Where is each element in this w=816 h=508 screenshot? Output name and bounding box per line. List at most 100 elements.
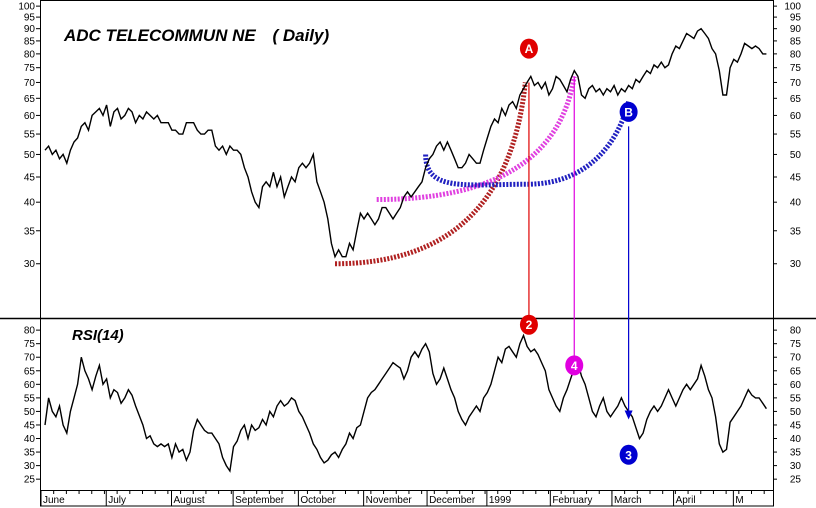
rsi-tick-label-left: 35 (24, 448, 36, 459)
price-tick-label-left: 50 (24, 150, 36, 161)
rsi-tick-label-right: 45 (790, 420, 802, 431)
rsi-tick-label-right: 55 (790, 393, 802, 404)
month-label: April (676, 495, 696, 506)
rsi-tick-label-right: 60 (790, 380, 802, 391)
price-tick-label-right: 100 (784, 2, 801, 13)
price-tick-label-left: 55 (24, 130, 36, 141)
rsi-tick-label-right: 75 (790, 339, 802, 350)
price-tick-label-right: 40 (790, 198, 802, 209)
price-tick-label-right: 55 (790, 130, 802, 141)
chart-subtitle: ( Daily) (272, 26, 329, 45)
price-tick-label-left: 90 (24, 24, 36, 35)
marker-label: 3 (625, 448, 632, 462)
rsi-line (44, 333, 767, 473)
price-tick-label-right: 65 (790, 94, 802, 105)
marker-3: 3 (619, 444, 638, 465)
price-tick-label-left: 40 (24, 198, 36, 209)
marker-A: A (519, 38, 538, 59)
marker-label: 2 (526, 318, 533, 332)
chart-title: ADC TELECOMMUN NE ( Daily) (63, 26, 329, 45)
rsi-tick-label-left: 75 (24, 339, 36, 350)
marker-circle (519, 38, 538, 59)
month-label: July (108, 495, 126, 506)
month-label: June (43, 495, 65, 506)
rsi-tick-label-left: 70 (24, 353, 36, 364)
chart-title-name: ADC TELECOMMUN NE (63, 26, 256, 45)
price-tick-label-left: 45 (24, 172, 36, 183)
annotation-arrow-head (624, 410, 633, 420)
price-tick-label-right: 45 (790, 172, 802, 183)
rsi-tick-label-left: 45 (24, 420, 36, 431)
price-tick-label-left: 75 (24, 63, 36, 74)
month-label: 1999 (489, 495, 512, 506)
marker-4: 4 (565, 355, 584, 376)
price-axis-ticks: 30 30 35 35 40 40 45 45 50 50 55 55 60 60 65 65 70 70 75 75… (18, 2, 801, 271)
price-tick-label-left: 65 (24, 94, 36, 105)
rsi-tick-label-left: 30 (24, 461, 36, 472)
marker-label: 4 (571, 359, 578, 373)
marker-circle (565, 355, 584, 376)
price-tick-label-left: 70 (24, 78, 36, 89)
rsi-axis-ticks: 25 25 30 30 35 35 40 40 45 45 50 50 55 55 60 60 65 65 70 70… (24, 326, 802, 486)
month-axis: June July August September October November De… (40, 490, 765, 506)
price-tick-label-left: 80 (24, 49, 36, 60)
price-line (44, 27, 767, 259)
price-tick-label-left: 35 (24, 226, 36, 237)
rsi-tick-label-right: 70 (790, 353, 802, 364)
rsi-tick-label-left: 55 (24, 393, 36, 404)
marker-B: B (619, 101, 638, 122)
price-tick-label-right: 75 (790, 63, 802, 74)
price-tick-label-right: 60 (790, 111, 802, 122)
price-tick-label-right: 70 (790, 78, 802, 89)
month-label: December (429, 495, 476, 506)
price-tick-label-right: 85 (790, 36, 802, 47)
price-tick-label-left: 30 (24, 259, 36, 270)
month-label: August (174, 495, 205, 506)
price-tick-label-left: 100 (18, 2, 35, 13)
price-tick-label-left: 95 (24, 13, 36, 24)
month-label: September (235, 495, 285, 506)
price-tick-label-right: 90 (790, 24, 802, 35)
marker-label: A (525, 42, 534, 56)
marker-circle (619, 101, 638, 122)
marker-circle (619, 444, 638, 465)
annotation-arc (376, 76, 577, 203)
annotation-arc (334, 82, 528, 267)
rsi-tick-label-left: 65 (24, 366, 36, 377)
month-label: October (300, 495, 336, 506)
rsi-tick-label-left: 40 (24, 434, 36, 445)
month-label: November (366, 495, 413, 506)
price-tick-label-left: 85 (24, 36, 36, 47)
rsi-title: RSI(14) (72, 327, 124, 344)
rsi-tick-label-right: 35 (790, 448, 802, 459)
rsi-tick-label-right: 65 (790, 366, 802, 377)
marker-label: B (624, 105, 633, 119)
price-tick-label-right: 80 (790, 49, 802, 60)
plot-border (40, 0, 774, 507)
month-label: February (552, 495, 592, 506)
price-tick-label-right: 50 (790, 150, 802, 161)
price-tick-label-left: 60 (24, 111, 36, 122)
month-label: March (614, 495, 642, 506)
price-tick-label-right: 30 (790, 259, 802, 270)
marker-2: 2 (519, 314, 538, 335)
annotation-arcs (334, 76, 632, 267)
rsi-tick-label-left: 50 (24, 407, 36, 418)
annotation-arc (423, 101, 632, 188)
rsi-tick-label-right: 80 (790, 326, 802, 337)
month-label: M (735, 495, 743, 506)
rsi-tick-label-right: 25 (790, 475, 802, 486)
rsi-tick-label-left: 25 (24, 475, 36, 486)
rsi-tick-label-left: 60 (24, 380, 36, 391)
series-lines (44, 27, 767, 473)
rsi-tick-label-right: 50 (790, 407, 802, 418)
marker-circle (519, 314, 538, 335)
price-tick-label-right: 95 (790, 13, 802, 24)
annotation-markers: A B 2 4 3 (519, 38, 638, 465)
price-tick-label-right: 35 (790, 226, 802, 237)
rsi-tick-label-left: 80 (24, 326, 36, 337)
rsi-tick-label-right: 30 (790, 461, 802, 472)
rsi-tick-label-right: 40 (790, 434, 802, 445)
